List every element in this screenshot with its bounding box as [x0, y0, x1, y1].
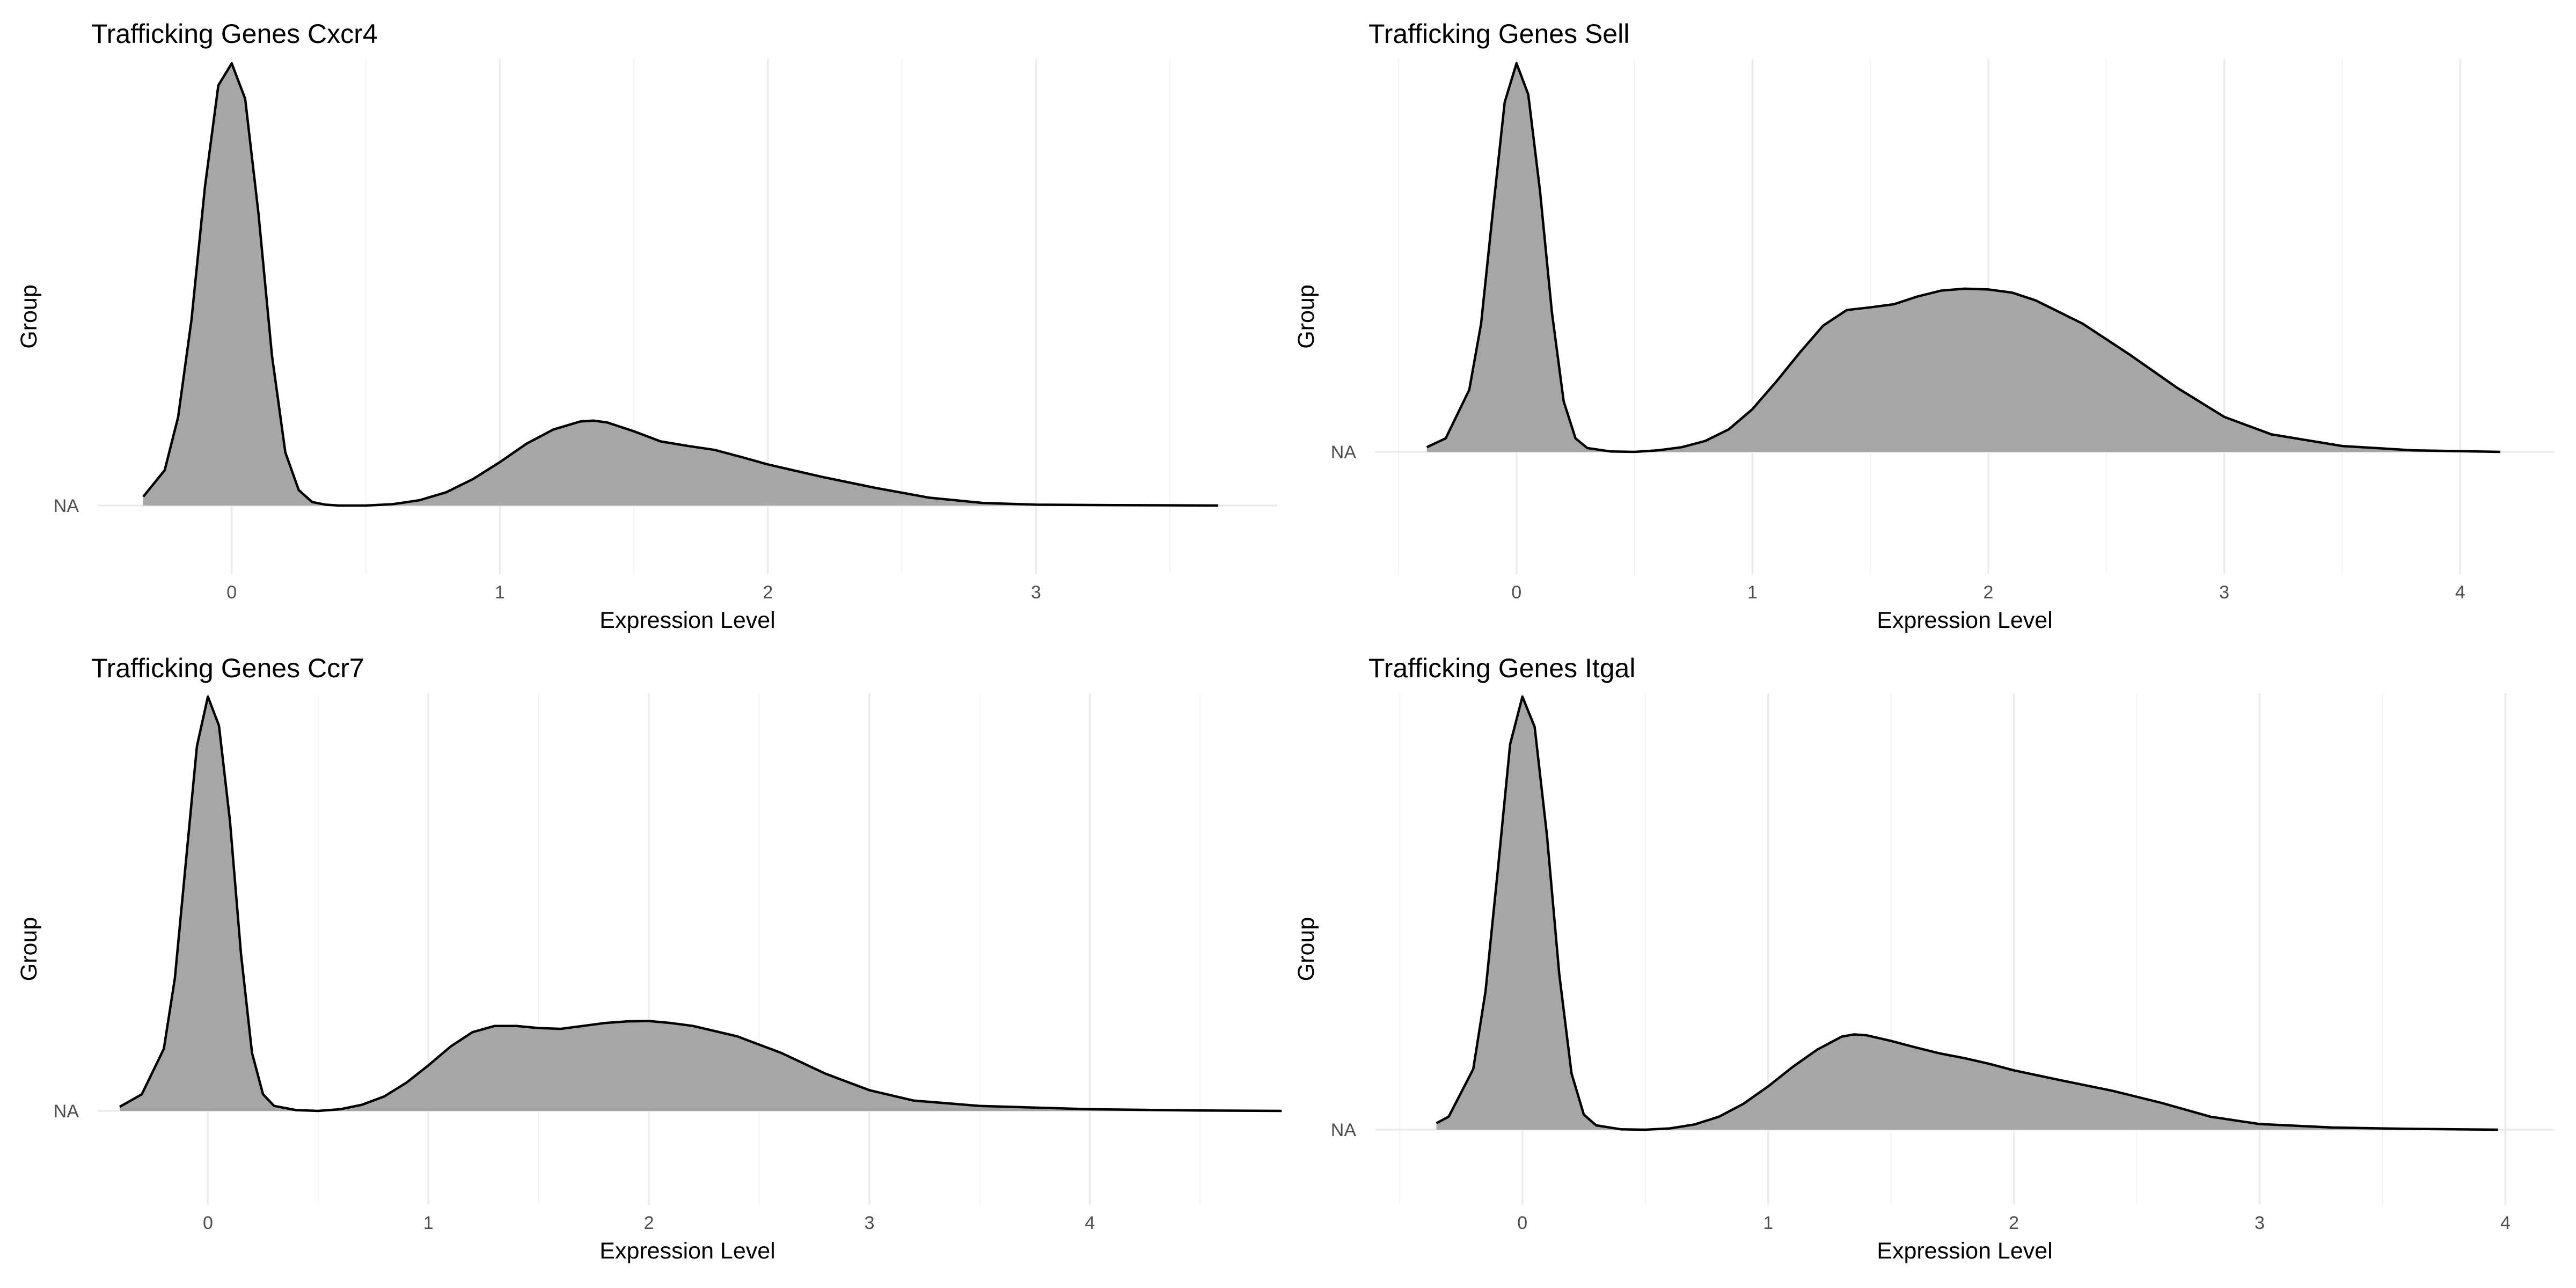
density-area	[1436, 697, 2498, 1130]
x-tick-label: 1	[1763, 1213, 1773, 1233]
x-axis-title: Expression Level	[599, 608, 775, 633]
density-line	[119, 695, 1282, 1113]
x-tick-label: 0	[1511, 582, 1521, 603]
y-tick-label: NA	[54, 1101, 79, 1122]
x-axis-title: Expression Level	[1877, 1238, 2052, 1264]
x-axis-title: Expression Level	[599, 1238, 775, 1264]
y-tick-label: NA	[1331, 1120, 1357, 1140]
density-area	[1426, 63, 2500, 452]
y-tick-label: NA	[54, 496, 79, 516]
x-tick-label: 0	[203, 1213, 213, 1233]
x-tick-label: 2	[2009, 1213, 2019, 1233]
chart-title: Trafficking Genes Cxcr4	[91, 19, 378, 49]
x-tick-label: 3	[2255, 1213, 2265, 1233]
y-tick-label: NA	[1331, 442, 1357, 463]
x-tick-label: 3	[1031, 582, 1041, 603]
x-tick-label: 1	[1747, 582, 1758, 603]
y-axis-title: Group	[1293, 917, 1319, 982]
x-tick-label: 3	[2219, 582, 2229, 603]
x-axis-title: Expression Level	[1877, 608, 2052, 633]
x-tick-label: 4	[1085, 1213, 1095, 1233]
panel-itgal: Trafficking Genes Itgal Group NA 0 1 2 3 4 Expre…	[1293, 653, 2555, 1264]
panel-sell: Trafficking Genes Sell Group NA 0 1 2 3 4 Expres…	[1293, 19, 2555, 633]
x-tick-label: 1	[423, 1213, 434, 1233]
density-area	[120, 697, 1282, 1111]
x-tick-label: 0	[226, 582, 237, 603]
y-axis-title: Group	[16, 917, 42, 982]
x-tick-label: 2	[1983, 582, 1993, 603]
x-tick-label: 3	[864, 1213, 874, 1233]
density-line	[142, 62, 1219, 507]
y-axis-title: Group	[16, 284, 42, 349]
x-tick-label: 4	[2455, 582, 2465, 603]
density-line	[1426, 62, 2500, 453]
x-tick-label: 2	[644, 1213, 654, 1233]
y-axis-title: Group	[1293, 284, 1319, 349]
x-tick-label: 1	[495, 582, 505, 603]
panel-cxcr4: Trafficking Genes Cxcr4 Group NA 0 1 2 3 Expres…	[16, 19, 1277, 633]
panel-ccr7: Trafficking Genes Ccr7 Group NA 0 1 2 3 4 Expres…	[16, 653, 1282, 1264]
density-line	[1436, 695, 2498, 1131]
chart-title: Trafficking Genes Sell	[1368, 19, 1629, 49]
x-tick-label: 2	[763, 582, 773, 603]
chart-title: Trafficking Genes Itgal	[1368, 653, 1635, 683]
density-area	[143, 63, 1219, 506]
x-tick-label: 4	[2500, 1213, 2511, 1233]
chart-title: Trafficking Genes Ccr7	[91, 653, 364, 683]
x-tick-label: 0	[1517, 1213, 1527, 1233]
